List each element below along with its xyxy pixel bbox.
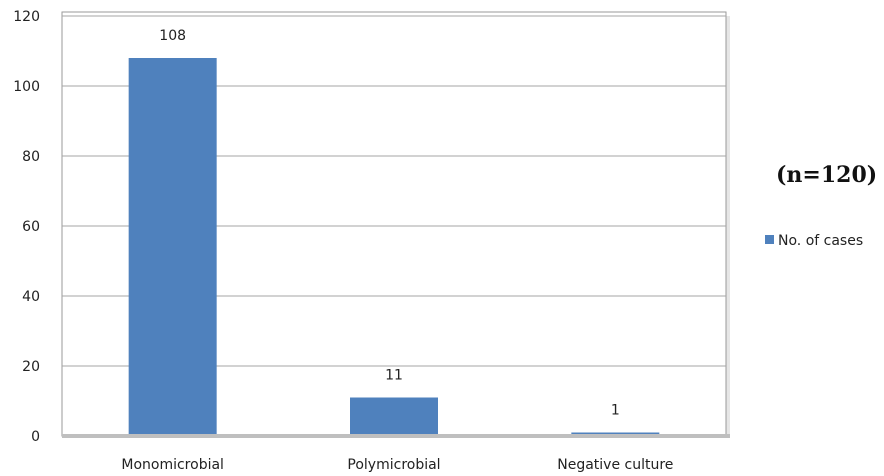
bar	[350, 397, 438, 436]
y-tick-label: 100	[13, 79, 40, 95]
category-label: Monomicrobial	[121, 457, 224, 473]
category-label: Negative culture	[557, 457, 673, 473]
y-axis-ticks: 0 20 40 60 80 100 120	[13, 9, 40, 445]
bar	[128, 58, 217, 436]
bars	[128, 58, 660, 436]
legend-swatch	[765, 235, 774, 244]
y-tick-label: 60	[22, 219, 40, 235]
y-tick-label: 0	[31, 429, 40, 445]
y-tick-label: 120	[13, 9, 40, 25]
legend-label: No. of cases	[778, 233, 863, 249]
data-label: 108	[159, 28, 186, 44]
data-label: 11	[385, 368, 403, 384]
legend: No. of cases	[765, 233, 863, 249]
category-labels: Monomicrobial Polymicrobial Negative cultu…	[121, 457, 673, 473]
y-tick-label: 40	[22, 289, 40, 305]
category-label: Polymicrobial	[347, 457, 440, 473]
plot-floor	[62, 434, 730, 438]
sample-size-annotation: (n=120)	[776, 162, 877, 188]
data-label: 1	[611, 403, 620, 419]
y-tick-label: 20	[22, 359, 40, 375]
y-tick-label: 80	[22, 149, 40, 165]
